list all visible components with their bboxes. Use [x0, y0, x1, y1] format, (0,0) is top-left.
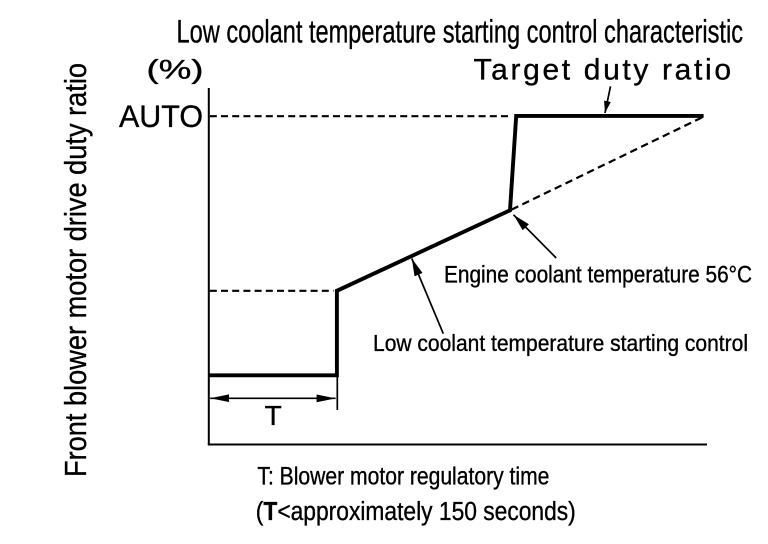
svg-text:Low coolant temperature starti: Low coolant temperature starting control [373, 330, 748, 356]
svg-text:(T<approximately 150 seconds): (T<approximately 150 seconds) [256, 498, 576, 526]
svg-text:T: T [265, 400, 282, 431]
svg-text:(%): (%) [147, 55, 204, 85]
svg-text:Front blower motor drive duty: Front blower motor drive duty ratio [58, 63, 93, 477]
svg-text:Engine coolant temperature 56°: Engine coolant temperature 56°C [444, 262, 752, 289]
svg-text:AUTO: AUTO [119, 98, 203, 134]
svg-text:T: Blower motor regulatory tim: T: Blower motor regulatory time [257, 463, 549, 491]
svg-text:Low coolant temperature starti: Low coolant temperature starting control… [177, 13, 744, 49]
svg-text:Target duty ratio: Target duty ratio [474, 54, 732, 87]
